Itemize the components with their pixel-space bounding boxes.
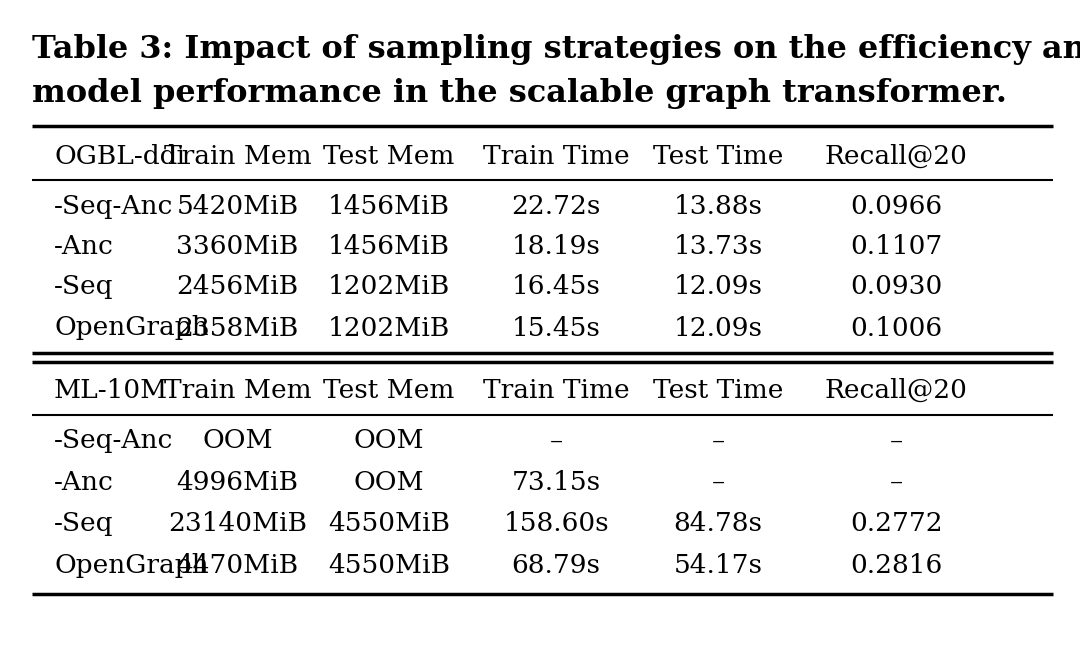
Text: –: – [712,470,725,495]
Text: 1456MiB: 1456MiB [328,194,449,219]
Text: -Seq-Anc: -Seq-Anc [54,194,174,219]
Text: Train Mem: Train Mem [164,144,311,169]
Text: 23140MiB: 23140MiB [168,511,307,536]
Text: OGBL-ddi: OGBL-ddi [54,144,185,169]
Text: 1456MiB: 1456MiB [328,234,449,258]
Text: -Anc: -Anc [54,470,113,495]
Text: 15.45s: 15.45s [512,316,600,340]
Text: 158.60s: 158.60s [503,511,609,536]
Text: Train Time: Train Time [483,378,630,403]
Text: Recall@20: Recall@20 [825,144,968,169]
Text: 5420MiB: 5420MiB [176,194,299,219]
Text: 12.09s: 12.09s [674,316,762,340]
Text: 0.0930: 0.0930 [850,274,943,299]
Text: 84.78s: 84.78s [674,511,762,536]
Text: 0.0966: 0.0966 [850,194,943,219]
Text: -Seq-Anc: -Seq-Anc [54,428,174,453]
Text: 16.45s: 16.45s [512,274,600,299]
Text: 1202MiB: 1202MiB [327,316,450,340]
Text: ML-10M: ML-10M [54,378,168,403]
Text: 4550MiB: 4550MiB [328,511,449,536]
Text: 13.73s: 13.73s [674,234,762,258]
Text: 54.17s: 54.17s [674,553,762,578]
Text: 4550MiB: 4550MiB [328,553,449,578]
Text: 2456MiB: 2456MiB [176,274,299,299]
Text: OpenGraph: OpenGraph [54,316,208,340]
Text: -Seq: -Seq [54,274,113,299]
Text: Train Mem: Train Mem [164,378,311,403]
Text: 73.15s: 73.15s [512,470,600,495]
Text: OOM: OOM [353,428,424,453]
Text: -Seq: -Seq [54,511,113,536]
Text: 0.2816: 0.2816 [850,553,943,578]
Text: Test Mem: Test Mem [323,144,455,169]
Text: Test Mem: Test Mem [323,378,455,403]
Text: 4470MiB: 4470MiB [176,553,299,578]
Text: model performance in the scalable graph transformer.: model performance in the scalable graph … [32,77,1008,109]
Text: 0.1107: 0.1107 [850,234,943,258]
Text: Table 3: Impact of sampling strategies on the efficiency and: Table 3: Impact of sampling strategies o… [32,33,1080,65]
Text: -Anc: -Anc [54,234,113,258]
Text: 12.09s: 12.09s [674,274,762,299]
Text: OOM: OOM [202,428,273,453]
Text: 2358MiB: 2358MiB [176,316,299,340]
Text: –: – [890,428,903,453]
Text: Train Time: Train Time [483,144,630,169]
Text: 3360MiB: 3360MiB [176,234,299,258]
Text: 68.79s: 68.79s [512,553,600,578]
Text: 13.88s: 13.88s [674,194,762,219]
Text: 0.2772: 0.2772 [850,511,943,536]
Text: –: – [890,470,903,495]
Text: 22.72s: 22.72s [512,194,600,219]
Text: 1202MiB: 1202MiB [327,274,450,299]
Text: OOM: OOM [353,470,424,495]
Text: –: – [550,428,563,453]
Text: OpenGraph: OpenGraph [54,553,208,578]
Text: 0.1006: 0.1006 [850,316,943,340]
Text: Recall@20: Recall@20 [825,378,968,403]
Text: Test Time: Test Time [653,378,783,403]
Text: 4996MiB: 4996MiB [177,470,298,495]
Text: 18.19s: 18.19s [512,234,600,258]
Text: –: – [712,428,725,453]
Text: Test Time: Test Time [653,144,783,169]
